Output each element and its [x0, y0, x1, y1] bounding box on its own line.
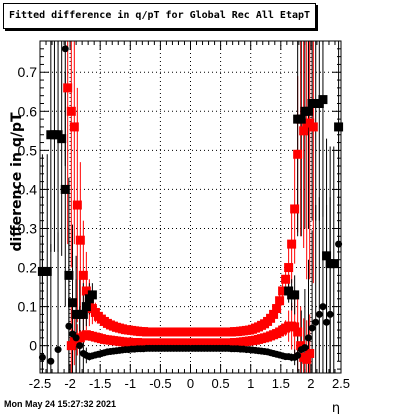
data-point-circle — [54, 346, 62, 354]
data-point-square — [290, 322, 300, 332]
x-tick-label: 2.5 — [332, 376, 350, 391]
data-point-circle — [315, 310, 323, 318]
x-tick-label: 2 — [307, 376, 314, 391]
data-point-square — [305, 348, 315, 358]
data-point-circle — [76, 342, 84, 350]
x-tick-label: -2 — [64, 376, 76, 391]
x-tick-label: -0.5 — [149, 376, 171, 391]
data-point-square — [81, 302, 91, 312]
data-point-square — [308, 122, 318, 132]
data-point-square — [318, 95, 328, 105]
x-tick-label: 1 — [247, 376, 254, 391]
data-point-circle — [304, 334, 312, 342]
data-point-square — [64, 270, 74, 280]
y-tick-label: 0.3 — [18, 220, 38, 236]
data-point-square — [42, 266, 52, 276]
data-point-circle — [47, 357, 55, 365]
data-point-circle — [301, 344, 309, 352]
data-point-square — [78, 270, 88, 280]
y-tick-label: 0.6 — [18, 103, 38, 119]
data-point-square — [75, 235, 85, 245]
data-point-square — [287, 239, 297, 249]
x-tick-label: 0.5 — [212, 376, 230, 391]
data-point-square — [81, 286, 91, 296]
data-point-square — [272, 304, 282, 314]
x-tick-label: -2.5 — [29, 376, 51, 391]
timestamp: Mon May 24 15:27:32 2021 — [4, 399, 117, 409]
data-point-square — [290, 290, 300, 300]
y-tick-label: 0 — [29, 338, 37, 354]
y-axis-label: difference in q/pT — [9, 112, 25, 251]
x-axis-label: η — [332, 401, 340, 414]
x-tick-label: -1 — [125, 376, 137, 391]
data-point-circle — [61, 45, 69, 53]
y-tick-label: 0.2 — [18, 260, 38, 276]
data-point-circle — [72, 334, 80, 342]
data-point-square — [299, 126, 309, 136]
data-point-square — [293, 149, 303, 159]
data-point-circle — [323, 318, 331, 326]
data-point-circle — [65, 322, 73, 330]
data-point-square — [296, 341, 306, 351]
data-point-circle — [294, 351, 302, 359]
data-point-circle — [326, 310, 334, 318]
data-point-square — [290, 204, 300, 214]
plot-title: Fitted difference in q/pT for Global Rec… — [3, 3, 317, 29]
data-point-square — [63, 83, 73, 93]
data-point-square — [278, 286, 288, 296]
data-point-circle — [308, 324, 316, 332]
data-point-circle — [38, 353, 46, 361]
data-point-square — [66, 106, 76, 116]
x-tick-label: 0 — [187, 376, 194, 391]
data-point-square — [269, 309, 279, 319]
data-point-square — [284, 263, 294, 273]
data-point-square — [37, 266, 47, 276]
data-point-square — [57, 134, 67, 144]
y-tick-label: 0.4 — [18, 181, 38, 197]
data-point-square — [68, 298, 78, 308]
data-point-circle — [319, 303, 327, 311]
data-point-square — [78, 309, 88, 319]
data-point-square — [275, 296, 285, 306]
x-tick-label: -1.5 — [89, 376, 111, 391]
data-point-square — [72, 200, 82, 210]
y-tick-label: 0.1 — [18, 299, 38, 315]
y-tick-label: 0.5 — [18, 142, 38, 158]
data-point-square — [329, 259, 339, 269]
y-tick-label: 0.7 — [18, 64, 38, 80]
data-points — [37, 45, 344, 365]
data-point-square — [302, 354, 312, 364]
data-point-square — [87, 290, 97, 300]
data-point-square — [322, 251, 332, 261]
data-point-square — [296, 114, 306, 124]
data-point-square — [293, 327, 303, 337]
data-point-square — [303, 106, 313, 116]
data-point-square — [69, 122, 79, 132]
axis-ticks: -2.5 -2 -1.5 -1 -0.5 0 0.5 1 1.5 2 2.5 0 0.1 0.2 0.3 0.… — [18, 40, 350, 391]
data-point-circle — [312, 318, 320, 326]
data-point-square — [281, 274, 291, 284]
x-tick-label: 1.5 — [272, 376, 290, 391]
data-point-square — [60, 184, 70, 194]
